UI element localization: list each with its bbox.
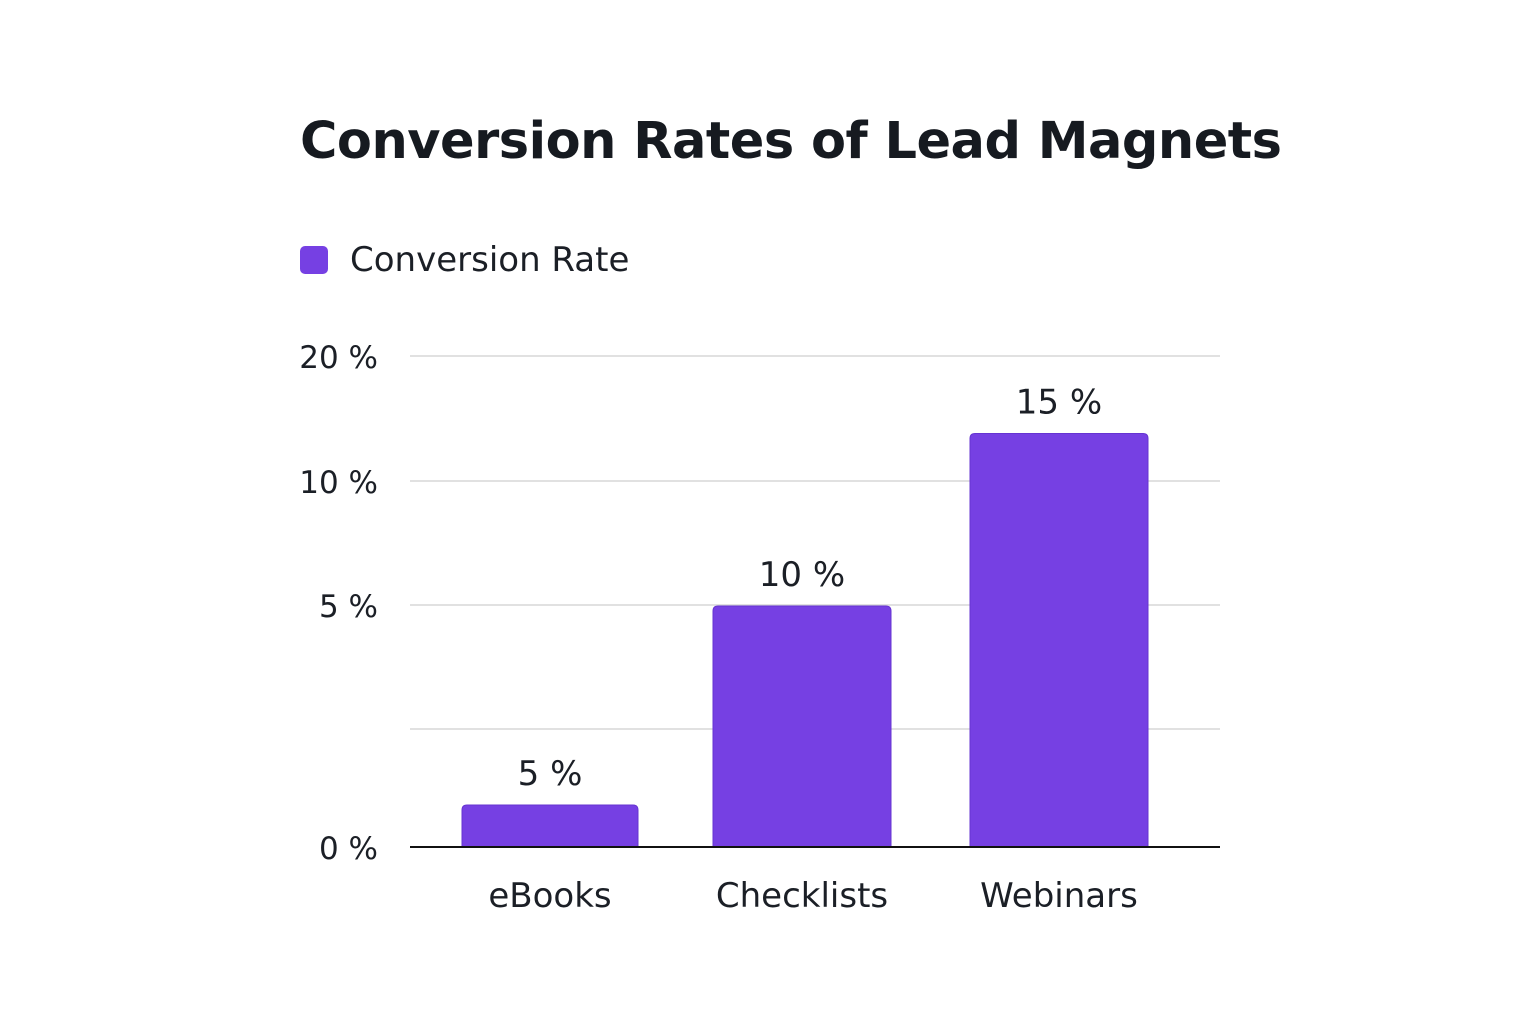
legend-swatch [300, 246, 328, 274]
y-tick-label: 5 % [319, 589, 378, 625]
y-tick-label: 20 % [299, 340, 378, 376]
bar [712, 605, 892, 848]
y-tick-label: 10 % [299, 465, 378, 501]
legend: Conversion Rate [300, 238, 629, 282]
x-tick-label: eBooks [488, 876, 611, 916]
x-tick-label: Webinars [980, 876, 1138, 916]
bar-value-label: 10 % [759, 555, 845, 595]
y-tick-label: 0 % [319, 831, 378, 867]
chart-title: Conversion Rates of Lead Magnets [300, 112, 1282, 171]
x-tick-label: Checklists [716, 876, 888, 916]
legend-label: Conversion Rate [350, 240, 630, 280]
bar [969, 433, 1149, 848]
bar-value-label: 5 % [518, 754, 583, 794]
bar-value-label: 15 % [1016, 383, 1102, 423]
bar [461, 804, 639, 848]
